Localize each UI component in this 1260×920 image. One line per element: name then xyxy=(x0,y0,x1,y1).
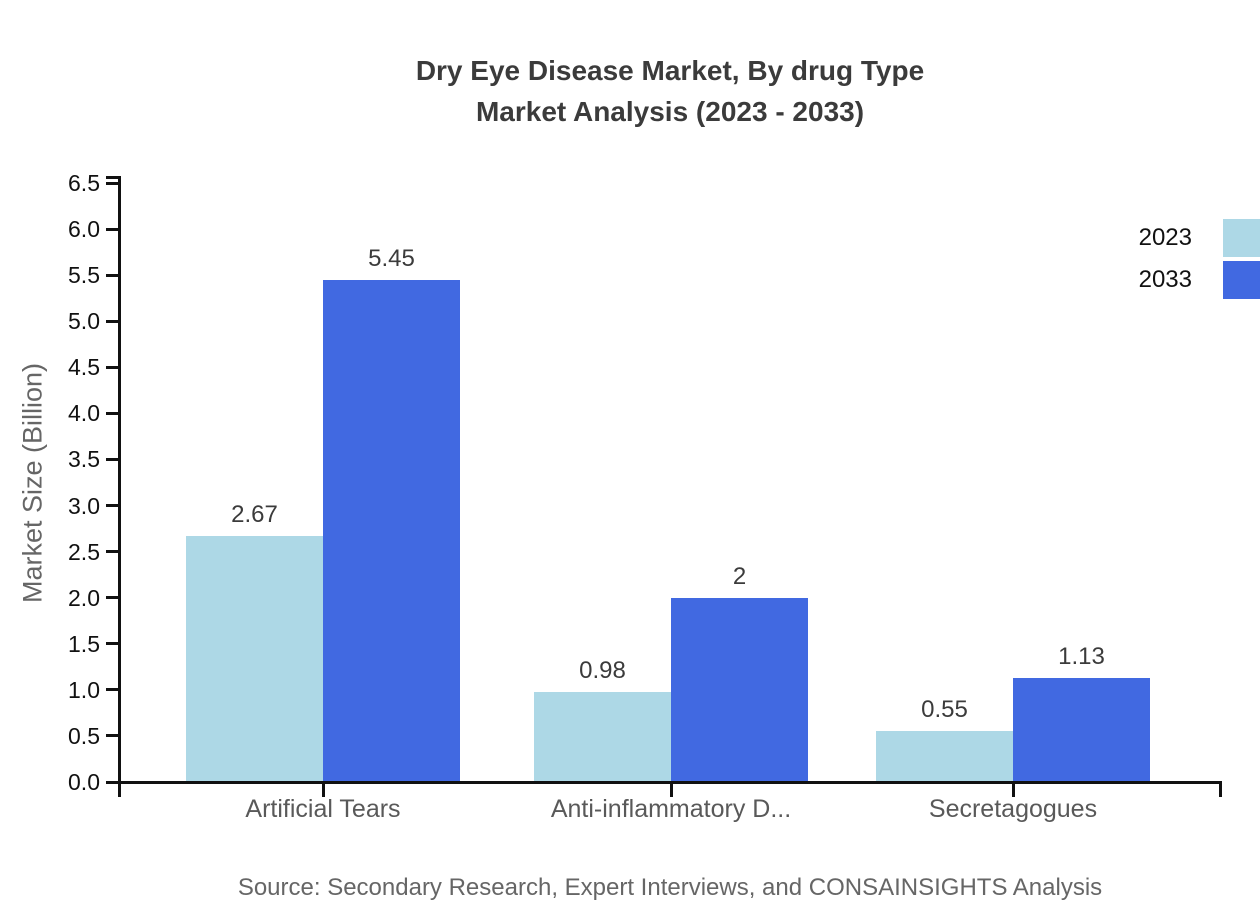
source-note: Source: Secondary Research, Expert Inter… xyxy=(237,874,1103,901)
bar-2033-cat1 xyxy=(671,597,808,782)
bar-2023-cat2 xyxy=(876,731,1013,782)
legend-item-2023: 2023 xyxy=(1072,219,1260,257)
y-tick-label: 6.5 xyxy=(68,170,100,196)
bar-value-label: 0.98 xyxy=(579,656,626,684)
x-axis-line xyxy=(106,781,1222,784)
y-tick xyxy=(106,504,118,508)
y-tick xyxy=(106,596,118,600)
legend-label-2023: 2023 xyxy=(1138,224,1192,251)
y-tick-label: 6.0 xyxy=(68,216,100,243)
y-tick-label: 0.5 xyxy=(68,722,100,749)
y-tick-label: 2.5 xyxy=(68,538,100,565)
bar-value-label: 5.45 xyxy=(368,244,415,272)
y-tick-label: 4.5 xyxy=(68,354,100,381)
bar-value-label: 1.13 xyxy=(1058,642,1105,670)
legend-label-2033: 2033 xyxy=(1138,266,1192,293)
y-tick-label: 5.0 xyxy=(68,308,100,335)
chart-title: Dry Eye Disease Market, By drug Type Mar… xyxy=(118,50,1222,132)
y-tick xyxy=(106,411,118,415)
chart-title-line1: Dry Eye Disease Market, By drug Type xyxy=(415,55,925,86)
y-tick xyxy=(106,642,118,646)
x-category-label: Secretagogues xyxy=(928,795,1098,823)
y-tick-label: 5.5 xyxy=(68,262,100,289)
y-tick xyxy=(106,734,118,738)
y-tick-label: 4.0 xyxy=(68,400,100,427)
bar-2023-cat0 xyxy=(186,535,323,782)
y-tick xyxy=(106,273,118,277)
x-tick xyxy=(1011,782,1015,797)
bar-2033-cat2 xyxy=(1013,677,1150,782)
bar-2033-cat0 xyxy=(323,279,460,782)
y-tick xyxy=(106,365,118,369)
y-tick xyxy=(106,550,118,554)
y-tick xyxy=(106,319,118,323)
bar-2023-cat1 xyxy=(534,691,671,782)
x-tick xyxy=(321,782,325,797)
x-tick xyxy=(669,782,673,797)
x-category-label: Artificial Tears xyxy=(245,795,401,823)
y-tick xyxy=(106,181,118,185)
bar-value-label: 2 xyxy=(732,562,747,590)
y-tick-label: 1.5 xyxy=(68,630,100,657)
legend-swatch-2033 xyxy=(1223,261,1260,299)
y-tick-label: 2.0 xyxy=(68,584,100,611)
legend-item-2033: 2033 xyxy=(1072,261,1260,299)
legend-swatch-2023 xyxy=(1223,219,1260,257)
bar-value-label: 0.55 xyxy=(921,696,968,724)
y-tick-label: 3.0 xyxy=(68,492,100,519)
y-axis-top-cap xyxy=(106,176,121,179)
plot-area: 0.0 0.5 1.0 1.5 2.0 2.5 3.0 3.5 4.0 4.5 5.0 5.5 6.0 6… xyxy=(68,170,1222,823)
y-tick-label: 3.5 xyxy=(68,446,100,473)
chart-title-line2: Market Analysis (2023 - 2033) xyxy=(475,96,865,127)
y-tick-label: 1.0 xyxy=(68,676,100,703)
y-tick-label: 0.0 xyxy=(68,769,100,795)
y-tick xyxy=(106,227,118,231)
y-axis-line xyxy=(118,176,121,797)
y-tick xyxy=(106,457,118,461)
x-axis-end-cap xyxy=(1219,781,1222,797)
y-tick xyxy=(106,688,118,692)
bar-value-label: 2.67 xyxy=(231,500,278,528)
x-category-label: Anti-inflammatory D... xyxy=(550,795,792,823)
legend: 2023 2033 xyxy=(1072,219,1260,303)
